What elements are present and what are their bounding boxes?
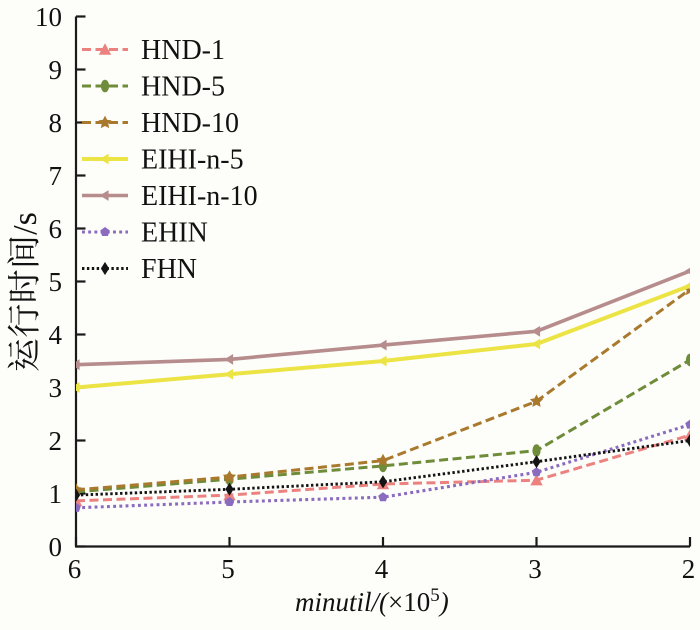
svg-text:0: 0 bbox=[49, 532, 63, 562]
svg-text:6: 6 bbox=[68, 554, 82, 584]
svg-text:3: 3 bbox=[49, 373, 63, 403]
svg-text:4: 4 bbox=[375, 554, 389, 584]
svg-text:1: 1 bbox=[49, 479, 63, 509]
svg-text:2: 2 bbox=[49, 426, 63, 456]
svg-text:7: 7 bbox=[49, 161, 63, 191]
svg-text:8: 8 bbox=[49, 108, 63, 138]
svg-text:5: 5 bbox=[221, 554, 235, 584]
svg-text:HND-1: HND-1 bbox=[141, 35, 225, 66]
svg-text:/s: /s bbox=[7, 212, 44, 235]
svg-text:HND-5: HND-5 bbox=[141, 72, 225, 103]
svg-text:4: 4 bbox=[49, 320, 63, 350]
svg-text:5: 5 bbox=[49, 267, 63, 297]
svg-text:10: 10 bbox=[35, 2, 62, 32]
svg-text:EIHI-n-10: EIHI-n-10 bbox=[141, 181, 258, 212]
svg-text:FHN: FHN bbox=[141, 254, 197, 285]
svg-text:2: 2 bbox=[682, 554, 696, 584]
svg-text:minutil/(×105): minutil/(×105) bbox=[295, 585, 449, 617]
svg-text:3: 3 bbox=[528, 554, 542, 584]
svg-text:9: 9 bbox=[49, 55, 63, 85]
svg-text:EHIN: EHIN bbox=[141, 218, 208, 249]
svg-text:HND-10: HND-10 bbox=[141, 108, 239, 139]
svg-text:6: 6 bbox=[49, 214, 63, 244]
svg-text:EIHI-n-5: EIHI-n-5 bbox=[141, 145, 244, 176]
